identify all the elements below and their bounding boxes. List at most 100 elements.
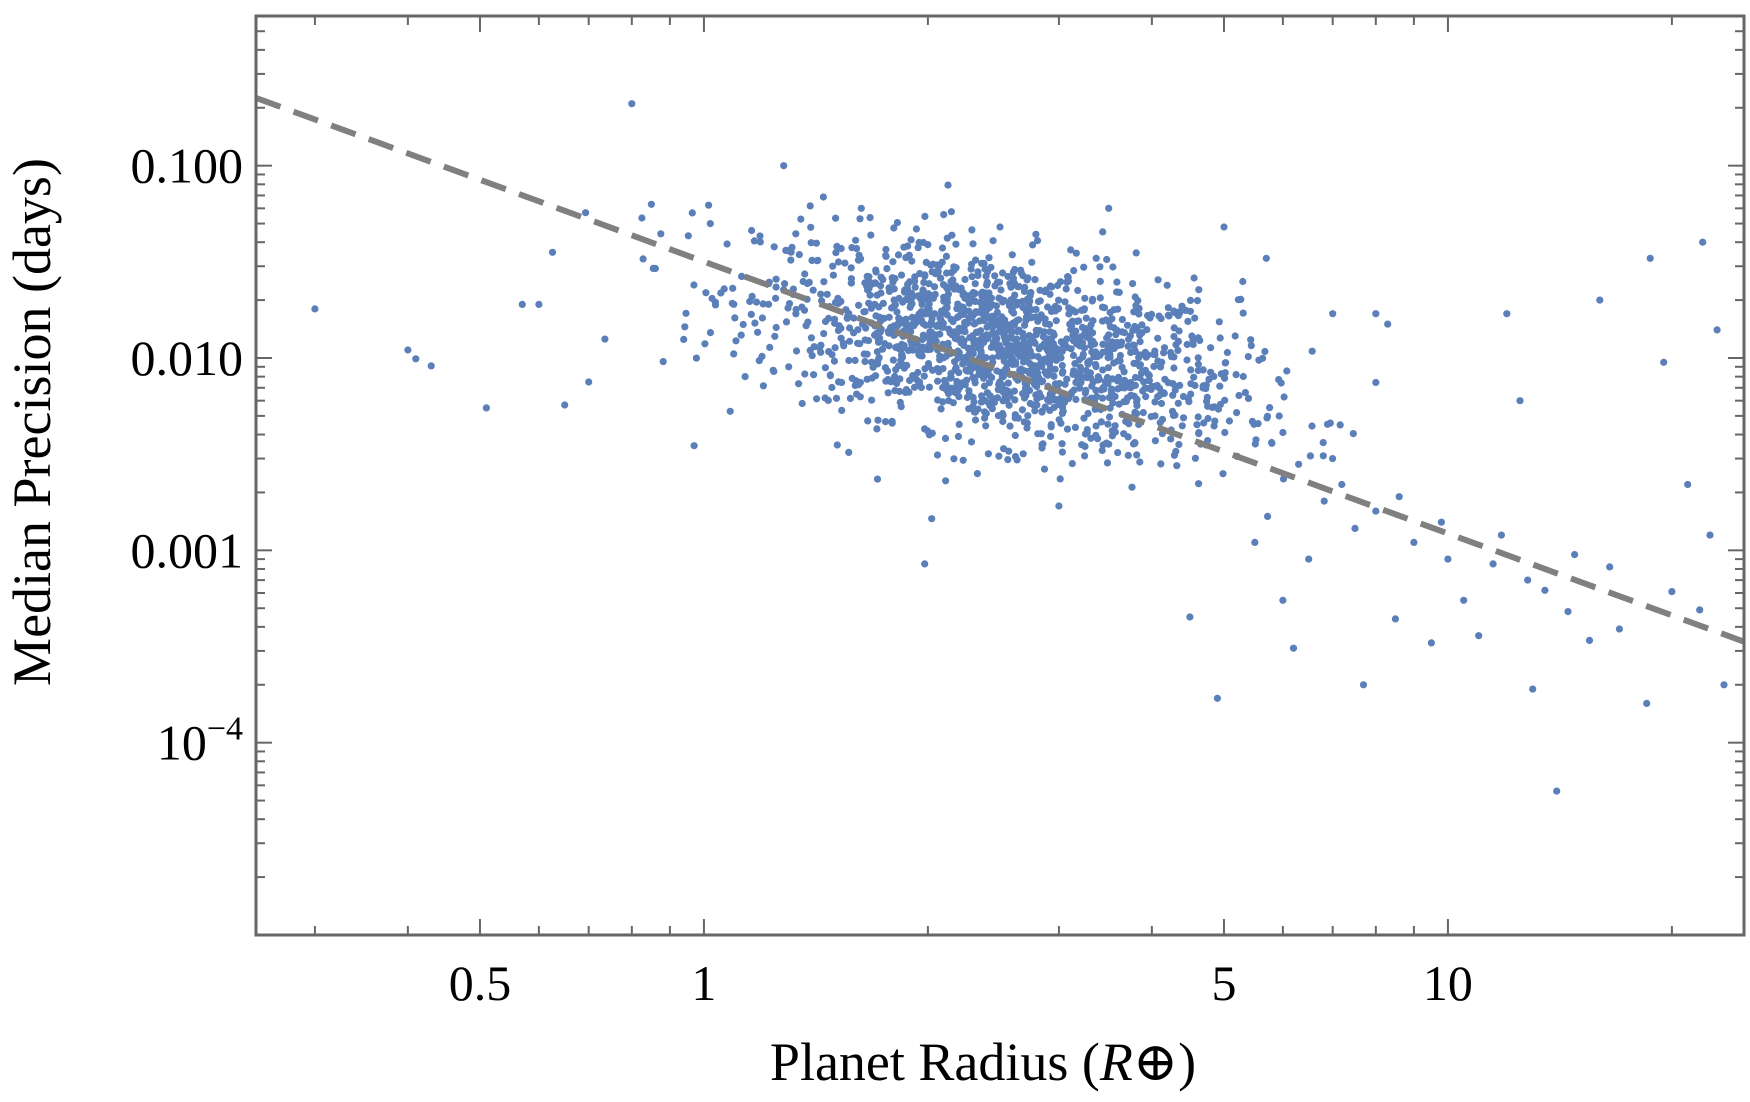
data-point [847, 264, 855, 272]
data-point [1096, 294, 1104, 302]
data-point [881, 418, 890, 426]
data-point [1045, 320, 1054, 329]
data-point [1113, 278, 1121, 286]
data-point [1220, 223, 1228, 231]
data-point [1030, 337, 1038, 345]
data-point [1190, 373, 1198, 381]
data-point [1026, 332, 1034, 340]
data-point [1105, 204, 1113, 212]
data-point [947, 208, 956, 216]
data-point [884, 389, 892, 397]
data-point [1033, 382, 1041, 391]
data-point [961, 328, 969, 336]
data-point [914, 244, 922, 252]
data-point [955, 369, 963, 377]
data-point [1145, 377, 1153, 385]
data-point [1516, 397, 1524, 405]
data-point [959, 456, 967, 464]
ticks-layer [256, 16, 1744, 935]
data-point [828, 383, 836, 392]
data-point [1098, 394, 1107, 402]
data-point [765, 300, 773, 308]
data-point [889, 274, 897, 282]
data-point [1280, 393, 1288, 401]
data-point [1049, 305, 1057, 313]
data-point [756, 232, 764, 240]
data-point [1150, 362, 1158, 371]
data-point [999, 269, 1007, 277]
data-point [708, 294, 716, 303]
data-point [938, 258, 946, 266]
data-point [1308, 347, 1316, 355]
data-point [1187, 366, 1195, 374]
data-point [1336, 421, 1344, 429]
data-point [1147, 413, 1155, 421]
data-point [1021, 384, 1030, 392]
x-tick-label: 10 [1423, 955, 1473, 1011]
trend-line [254, 95, 1746, 645]
data-point [1063, 335, 1071, 343]
data-point [805, 278, 813, 286]
data-point [1044, 335, 1052, 343]
data-point [1207, 344, 1215, 352]
data-point [1067, 246, 1075, 254]
data-point [1045, 352, 1053, 360]
x-axis-title-text: Planet Radius [770, 1032, 1068, 1092]
data-point [1195, 480, 1203, 488]
data-point [819, 193, 828, 201]
data-point [1040, 314, 1048, 323]
data-point [795, 251, 803, 259]
data-point [770, 243, 778, 251]
data-point [772, 294, 780, 302]
data-point [1460, 596, 1468, 604]
data-point [993, 308, 1002, 316]
data-point [996, 223, 1004, 231]
data-point [1058, 361, 1066, 370]
data-point [1179, 414, 1188, 422]
data-point [1137, 369, 1146, 377]
data-point [1279, 428, 1287, 437]
data-point [1195, 286, 1203, 294]
data-point [1231, 332, 1239, 340]
data-point [955, 420, 963, 428]
data-point [628, 100, 636, 108]
data-point [1131, 408, 1139, 416]
data-point [750, 237, 759, 245]
data-point [833, 441, 841, 449]
data-point [985, 254, 993, 262]
data-point [535, 300, 543, 308]
data-point [1024, 274, 1032, 282]
data-point [817, 341, 825, 349]
data-point [934, 321, 942, 329]
data-point [1028, 313, 1036, 321]
data-point [1529, 685, 1537, 693]
data-point [1000, 324, 1008, 332]
data-point [518, 300, 526, 308]
data-point [1077, 306, 1086, 314]
data-point [856, 378, 865, 387]
data-point [882, 252, 890, 260]
data-point [701, 340, 709, 348]
data-point [1541, 586, 1549, 594]
data-point [780, 162, 788, 170]
data-point [582, 209, 590, 217]
data-point [875, 354, 883, 362]
data-point [925, 383, 934, 391]
data-point [1233, 409, 1241, 417]
data-point [1138, 321, 1146, 329]
data-point [1048, 283, 1056, 291]
data-point [1186, 613, 1194, 621]
data-point [785, 363, 793, 371]
data-point [1051, 365, 1059, 373]
data-point [953, 305, 961, 313]
data-point [1150, 350, 1158, 358]
data-point [1221, 359, 1229, 367]
data-point [1268, 439, 1276, 447]
data-point [1082, 314, 1090, 322]
data-point [943, 296, 951, 304]
data-point [821, 317, 830, 326]
data-point [837, 334, 845, 342]
data-point [1351, 524, 1359, 533]
data-point [1128, 483, 1136, 491]
data-point [1239, 277, 1247, 286]
